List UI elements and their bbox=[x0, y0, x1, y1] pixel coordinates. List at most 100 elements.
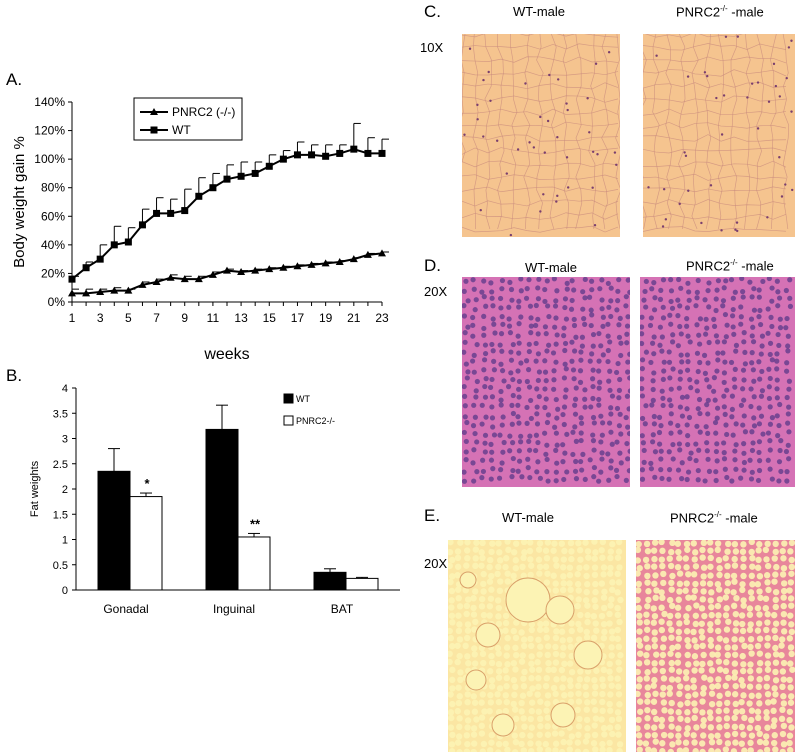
lipid-droplet bbox=[576, 715, 583, 723]
lipid-droplet bbox=[669, 644, 676, 652]
lipid-droplet bbox=[528, 707, 536, 715]
hepatocyte-nucleus bbox=[714, 368, 720, 374]
hepatocyte-nucleus bbox=[524, 378, 530, 385]
lipid-droplet bbox=[650, 698, 658, 705]
hepatocyte-nucleus bbox=[741, 413, 747, 419]
hepatocyte-nucleus bbox=[582, 387, 588, 393]
lipid-droplet bbox=[543, 674, 550, 682]
hepatocyte-nucleus bbox=[590, 331, 597, 338]
hepatocyte-nucleus bbox=[721, 379, 727, 386]
lipid-droplet bbox=[724, 540, 732, 548]
hepatocyte-nucleus bbox=[608, 313, 614, 320]
hepatocyte-nucleus bbox=[533, 432, 540, 438]
lipid-droplet bbox=[754, 708, 762, 715]
cell-membrane bbox=[643, 160, 787, 168]
ko-point bbox=[96, 288, 105, 295]
lipid-droplet bbox=[668, 699, 675, 707]
lipid-droplet bbox=[780, 700, 788, 707]
hepatocyte-nucleus bbox=[706, 468, 713, 474]
hepatocyte-nucleus bbox=[695, 477, 701, 483]
lipid-droplet bbox=[606, 739, 613, 747]
hepatocyte-nucleus bbox=[528, 415, 534, 422]
hepatocyte-nucleus bbox=[751, 307, 758, 313]
hepatocyte-nucleus bbox=[462, 393, 468, 399]
hepatocyte-nucleus bbox=[651, 280, 657, 286]
lipid-droplet bbox=[576, 547, 584, 554]
lipid-droplet bbox=[699, 698, 706, 705]
cell-membrane bbox=[484, 34, 492, 230]
lipid-droplet bbox=[699, 690, 707, 697]
lipid-droplet bbox=[786, 746, 794, 752]
lipid-droplet bbox=[779, 668, 787, 675]
x-tick-label-gonadal: Gonadal bbox=[103, 602, 148, 616]
nucleus bbox=[489, 99, 492, 102]
hepatocyte-nucleus bbox=[627, 388, 630, 394]
hepatocyte-nucleus bbox=[694, 388, 700, 394]
lipid-droplet bbox=[675, 548, 682, 556]
lipid-droplet bbox=[691, 714, 698, 722]
hepatocyte-nucleus bbox=[666, 476, 672, 482]
hepatocyte-nucleus bbox=[767, 404, 773, 410]
lipid-droplet bbox=[788, 724, 795, 731]
hepatocyte-nucleus bbox=[627, 448, 630, 454]
y-tick-label: 0 bbox=[62, 585, 68, 597]
lipid-droplet bbox=[582, 683, 589, 690]
hepatocyte-nucleus bbox=[741, 339, 747, 345]
lipid-droplet bbox=[780, 619, 787, 626]
lipid-droplet bbox=[636, 540, 642, 548]
lipid-droplet bbox=[535, 636, 542, 643]
lipid-droplet bbox=[650, 547, 658, 554]
hepatocyte-nucleus bbox=[580, 451, 586, 457]
hepatocyte-nucleus bbox=[667, 312, 673, 318]
hepatocyte-nucleus bbox=[546, 342, 552, 348]
hepatocyte-nucleus bbox=[756, 314, 762, 320]
lipid-droplet bbox=[591, 722, 598, 729]
lipid-droplet bbox=[582, 540, 589, 546]
hepatocyte-nucleus bbox=[640, 357, 646, 363]
lipid-droplet bbox=[520, 675, 527, 682]
hepatocyte-nucleus bbox=[590, 383, 596, 390]
lipid-droplet bbox=[567, 698, 575, 706]
hepatocyte-nucleus bbox=[518, 439, 524, 445]
lipid-droplet bbox=[786, 635, 794, 642]
lipid-droplet bbox=[511, 749, 519, 752]
lipid-droplet bbox=[725, 674, 732, 682]
lipid-droplet bbox=[714, 602, 722, 610]
panel-label-a: A. bbox=[6, 70, 23, 89]
hepatocyte-nucleus bbox=[482, 394, 489, 400]
lipid-droplet bbox=[608, 644, 615, 651]
lipid-droplet bbox=[763, 733, 770, 740]
hepatocyte-nucleus bbox=[579, 334, 586, 340]
lipid-droplet bbox=[600, 724, 608, 732]
hepatocyte-nucleus bbox=[480, 457, 486, 463]
lipid-droplet bbox=[700, 540, 708, 547]
lipid-droplet bbox=[560, 580, 567, 587]
hepatocyte-nucleus bbox=[489, 295, 495, 301]
lipid-droplet bbox=[486, 747, 494, 752]
lipid-droplet bbox=[552, 740, 560, 747]
hepatocyte-nucleus bbox=[500, 449, 506, 455]
lipid-droplet bbox=[537, 643, 544, 650]
hepatocyte-nucleus bbox=[756, 421, 763, 427]
hepatocyte-nucleus bbox=[561, 421, 567, 428]
lipid-droplet bbox=[772, 571, 779, 578]
lipid-droplet bbox=[699, 660, 706, 668]
hepatocyte-nucleus bbox=[730, 324, 736, 330]
lipid-droplet bbox=[464, 653, 471, 660]
hepatocyte-nucleus bbox=[684, 394, 690, 400]
lipid-droplet bbox=[615, 691, 623, 698]
lipid-droplet bbox=[504, 634, 511, 642]
hepatocyte-nucleus bbox=[591, 464, 598, 471]
x-tick-label: 5 bbox=[125, 311, 132, 325]
hepatocyte-nucleus bbox=[483, 376, 489, 382]
lipid-droplet bbox=[536, 570, 543, 577]
hepatocyte-nucleus bbox=[599, 432, 605, 438]
lipid-droplet bbox=[448, 562, 453, 570]
large-lipid-droplet bbox=[550, 702, 576, 728]
lipid-droplet bbox=[699, 709, 706, 716]
lipid-droplet bbox=[676, 580, 684, 588]
lipid-droplet bbox=[780, 722, 788, 730]
hepatocyte-nucleus bbox=[569, 339, 575, 345]
lipid-droplet bbox=[740, 555, 747, 562]
hepatocyte-nucleus bbox=[516, 448, 522, 454]
